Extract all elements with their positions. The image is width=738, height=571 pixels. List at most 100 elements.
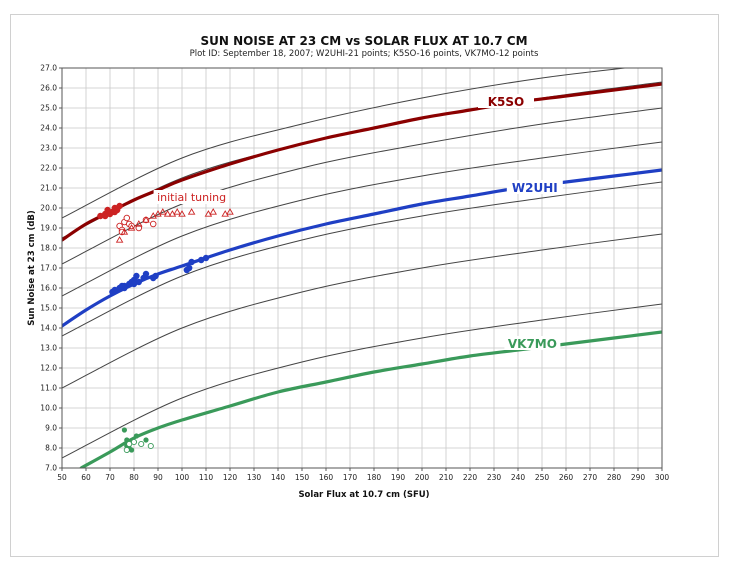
w2uhi-point [135, 278, 142, 286]
x-tick-label: 180 [367, 473, 382, 482]
initial-tuning-point [159, 208, 167, 215]
sun-noise-chart: SUN NOISE AT 23 CM vs SOLAR FLUX AT 10.7… [27, 34, 669, 500]
x-tick-label: 150 [295, 473, 310, 482]
dish-curve [62, 181, 662, 337]
dish-curve [62, 303, 662, 459]
x-tick-label: 140 [271, 473, 286, 482]
x-tick-label: 210 [439, 473, 454, 482]
y-tick-label: 8.0 [45, 444, 57, 453]
y-tick-label: 23.0 [40, 144, 57, 153]
k5so-point [111, 208, 119, 216]
initial-tuning-point [142, 216, 150, 223]
initial-tuning-point [168, 210, 177, 217]
dish-curves [62, 68, 662, 459]
annotation-label: initial tuning [157, 191, 226, 204]
x-tick-label: 90 [153, 473, 163, 482]
w2uhi-point [133, 272, 140, 280]
x-tick-label: 190 [391, 473, 406, 482]
x-tick-label: 240 [511, 473, 526, 482]
dish-curve [62, 107, 662, 265]
vk7mo-point [121, 427, 127, 433]
w2uhi-point [130, 280, 138, 288]
axes: 50 60 70 80 90 100 110 120 130 140 150 160 170 180 190… [40, 64, 669, 483]
initial-tuning-point [115, 236, 124, 243]
y-axis-label: Sun Noise at 23 cm (dB) [27, 210, 37, 326]
series-label: W2UHI [512, 181, 558, 195]
x-tick-label: 300 [655, 473, 670, 482]
y-tick-label: 9.0 [45, 424, 57, 433]
grid [61, 67, 663, 469]
x-tick-label: 50 [57, 473, 67, 482]
y-tick-label: 25.0 [40, 104, 57, 113]
vk7mo-open-point [123, 446, 130, 454]
initial-tuning-point [154, 210, 162, 217]
vk7mo-open-point [130, 438, 138, 446]
series-label-bg [478, 94, 534, 108]
y-tick-label: 19.0 [40, 224, 57, 233]
y-tick-label: 22.0 [40, 164, 57, 173]
x-tick-label: 120 [223, 473, 238, 482]
vk7mo-open-point [147, 442, 154, 450]
w2uhi-point [198, 256, 205, 264]
x-tick-label: 80 [129, 473, 139, 482]
k5so-open-point [149, 220, 157, 228]
initial-tuning-point [221, 210, 229, 217]
y-tick-label: 17.0 [40, 264, 57, 273]
initial-tuning-point [204, 210, 213, 217]
y-tick-label: 16.0 [40, 284, 57, 293]
y-tick-label: 10.0 [40, 404, 57, 413]
x-tick-label: 200 [415, 473, 430, 482]
x-tick-label: 170 [343, 473, 358, 482]
series-label-bg [506, 180, 563, 194]
y-tick-label: 7.0 [45, 464, 57, 473]
y-tick-label: 11.0 [40, 384, 57, 393]
initial-tuning-point [163, 210, 172, 217]
w2uhi-point [111, 286, 119, 294]
x-tick-label: 70 [105, 473, 115, 482]
w2uhi-point [152, 272, 159, 280]
vk7mo-open-point [138, 440, 145, 448]
k5so-point [102, 212, 109, 220]
x-tick-label: 260 [559, 473, 574, 482]
dish-curve [62, 68, 630, 219]
initial-tuning-point [173, 208, 181, 215]
y-tick-label: 27.0 [40, 64, 57, 73]
k5so-point [97, 212, 104, 220]
x-tick-label: 270 [583, 473, 598, 482]
y-tick-label: 18.0 [40, 244, 57, 253]
initial-tuning-point [209, 208, 217, 215]
y-tick-label: 12.0 [40, 364, 57, 373]
x-tick-label: 160 [319, 473, 334, 482]
initial-tuning-point [149, 212, 157, 219]
w2uhi-point [202, 254, 210, 262]
dish-curve [62, 233, 662, 389]
initial-tuning-point [127, 224, 136, 231]
dish-curve [62, 141, 662, 297]
y-tick-label: 15.0 [40, 304, 57, 313]
x-tick-label: 220 [463, 473, 478, 482]
y-tick-label: 13.0 [40, 344, 57, 353]
y-tick-label: 20.0 [40, 204, 57, 213]
vk7mo-point [133, 433, 139, 439]
x-tick-label: 250 [535, 473, 550, 482]
x-tick-label: 230 [487, 473, 502, 482]
k5so-point [116, 202, 123, 210]
y-tick-label: 21.0 [40, 184, 57, 193]
w2uhi-point [118, 282, 126, 290]
k5so-open-point [123, 214, 131, 222]
initial-tuning-point [120, 228, 129, 235]
x-tick-label: 130 [247, 473, 262, 482]
series-label: K5SO [488, 95, 525, 109]
vk7mo-point [143, 437, 149, 443]
w2uhi-point [188, 258, 195, 266]
initial-tuning-point [178, 210, 186, 217]
chart-subtitle: Plot ID: September 18, 2007; W2UHI-21 po… [190, 49, 539, 59]
w2uhi-point [142, 270, 150, 278]
chart-title: SUN NOISE AT 23 CM vs SOLAR FLUX AT 10.7… [200, 34, 527, 48]
w2uhi-point [186, 264, 193, 272]
y-tick-label: 14.0 [40, 324, 57, 333]
y-tick-label: 26.0 [40, 84, 57, 93]
series-label-bg [504, 336, 561, 350]
initial-tuning-point [135, 220, 143, 227]
x-tick-label: 60 [81, 473, 91, 482]
